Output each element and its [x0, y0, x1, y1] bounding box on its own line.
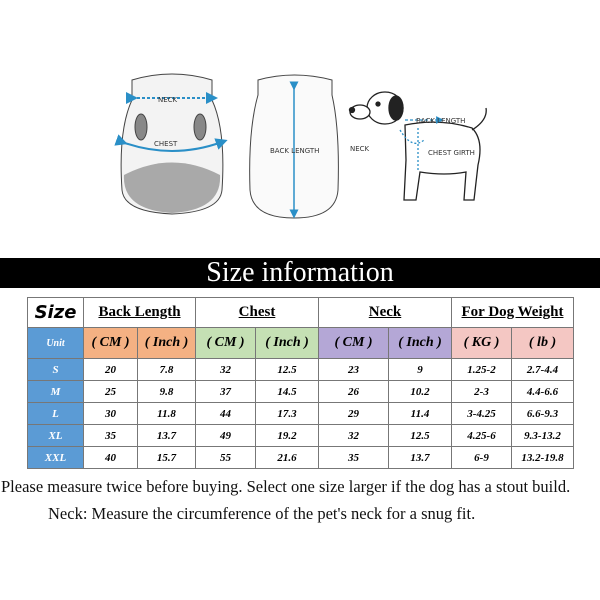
cell: 44 — [195, 402, 256, 425]
cell: Neck — [318, 297, 452, 328]
cell: 11.4 — [388, 402, 452, 425]
cell: S — [27, 358, 84, 381]
label: BACK LENGTH — [270, 147, 319, 155]
illustrations: NECK CHEST BACK LENGTH BACK LENGTH NECK … — [114, 73, 487, 219]
row: XXL 40 15.7 55 21.6 35 13.7 6-9 13.2-19.8 — [27, 446, 574, 469]
cell: 7.8 — [137, 358, 196, 381]
row: Unit( CM )( Inch )( CM )( Inch )( CM )( … — [27, 327, 574, 359]
cell: 4.25-6 — [451, 424, 512, 447]
cell: Size — [27, 297, 84, 328]
cell: 15.7 — [137, 446, 196, 469]
row: M 25 9.8 37 14.5 26 10.2 2-3 4.4-6.6 — [27, 380, 574, 403]
label: CHEST — [154, 140, 178, 148]
cell: 23 — [318, 358, 389, 381]
cell: 11.8 — [137, 402, 196, 425]
cell: L — [27, 402, 84, 425]
cell: 26 — [318, 380, 389, 403]
cell: M — [27, 380, 84, 403]
cell: 9 — [388, 358, 452, 381]
cell: 14.5 — [255, 380, 319, 403]
cell: 2.7-4.4 — [511, 358, 574, 381]
cell: ( CM ) — [83, 327, 138, 359]
cell: ( KG ) — [451, 327, 512, 359]
note: Please measure twice before buying. Sele… — [1, 477, 571, 496]
cell: 19.2 — [255, 424, 319, 447]
label: BACK LENGTH — [416, 117, 465, 125]
cell: 55 — [195, 446, 256, 469]
label: NECK — [158, 96, 178, 104]
cell: 9.8 — [137, 380, 196, 403]
cell: 40 — [83, 446, 138, 469]
cell: 35 — [318, 446, 389, 469]
row: S 20 7.8 32 12.5 23 9 1.25-2 2.7-4.4 — [27, 358, 574, 381]
row: Size Back Length Chest Neck For Dog Weight — [27, 297, 574, 328]
cell: ( Inch ) — [388, 327, 452, 359]
cell: ( lb ) — [511, 327, 574, 359]
cell: 13.7 — [388, 446, 452, 469]
cell: 17.3 — [255, 402, 319, 425]
dog — [348, 91, 487, 201]
cell: ( CM ) — [318, 327, 389, 359]
cell: 6-9 — [451, 446, 512, 469]
cell: 12.5 — [388, 424, 452, 447]
cell: 35 — [83, 424, 138, 447]
cell: 9.3-13.2 — [511, 424, 574, 447]
cell: ( Inch ) — [137, 327, 196, 359]
cell: 32 — [195, 358, 256, 381]
cell: 25 — [83, 380, 138, 403]
cell: 30 — [83, 402, 138, 425]
cell: For Dog Weight — [451, 297, 574, 328]
cell: ( CM ) — [195, 327, 256, 359]
size-table: Size Back Length Chest Neck For Dog Weight Un… — [27, 297, 574, 469]
cell: Unit — [27, 327, 84, 359]
banner: Size information — [0, 258, 600, 288]
cell: 32 — [318, 424, 389, 447]
row: L 30 11.8 44 17.3 29 11.4 3-4.25 6.6-9.3 — [27, 402, 574, 425]
cell: Back Length — [83, 297, 196, 328]
cell: XXL — [27, 446, 84, 469]
note: Neck: Measure the circumference of the p… — [48, 504, 476, 523]
cell: 29 — [318, 402, 389, 425]
garment-back: BACK LENGTH — [249, 74, 339, 219]
cell: 10.2 — [388, 380, 452, 403]
cell: XL — [27, 424, 84, 447]
cell: Chest — [195, 297, 319, 328]
cell: 21.6 — [255, 446, 319, 469]
row: XL 35 13.7 49 19.2 32 12.5 4.25-6 9.3-13.2 — [27, 424, 574, 447]
label: NECK — [350, 145, 370, 153]
cell: 49 — [195, 424, 256, 447]
cell: ( Inch ) — [255, 327, 319, 359]
cell: 3-4.25 — [451, 402, 512, 425]
cell: 20 — [83, 358, 138, 381]
cell: 1.25-2 — [451, 358, 512, 381]
garment-front: NECK CHEST — [114, 73, 228, 215]
cell: 13.2-19.8 — [511, 446, 574, 469]
cell: 13.7 — [137, 424, 196, 447]
label: CHEST GIRTH — [428, 149, 475, 157]
cell: 2-3 — [451, 380, 512, 403]
cell: 12.5 — [255, 358, 319, 381]
cell: 4.4-6.6 — [511, 380, 574, 403]
cell: 6.6-9.3 — [511, 402, 574, 425]
cell: 37 — [195, 380, 256, 403]
